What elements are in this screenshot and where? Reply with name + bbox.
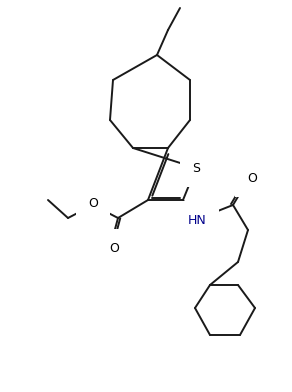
Text: O: O (109, 241, 119, 254)
Text: O: O (88, 196, 98, 209)
Text: HN: HN (188, 214, 206, 227)
Text: O: O (247, 172, 257, 185)
Text: S: S (192, 162, 200, 174)
